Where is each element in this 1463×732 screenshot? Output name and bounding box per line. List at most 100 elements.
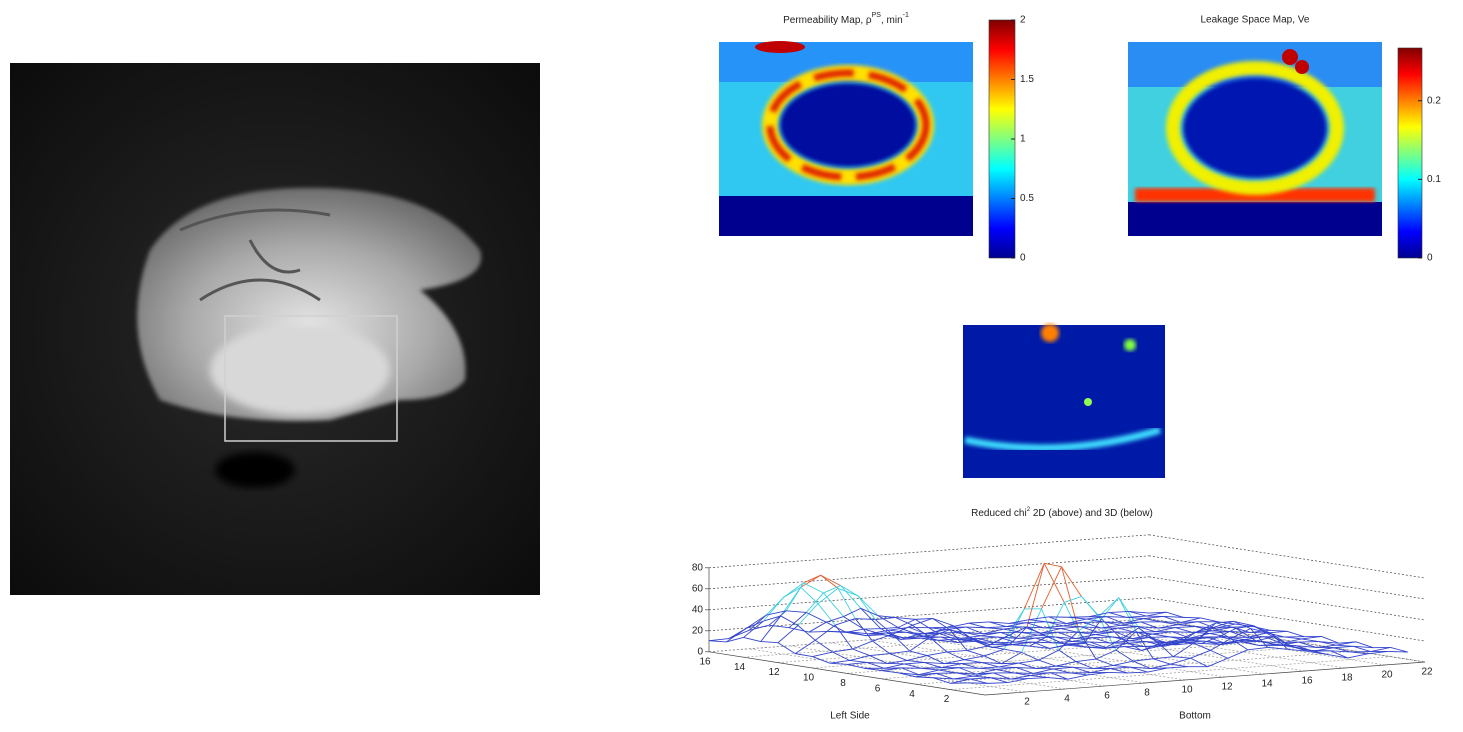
grid-line [1149, 535, 1425, 578]
bottom-tick-label: 2 [1024, 697, 1030, 708]
mesh-line [801, 587, 818, 603]
colorbar-tick-label: 0.1 [1427, 174, 1441, 185]
mesh-line [1208, 658, 1228, 666]
mesh-line [890, 654, 907, 661]
mesh-line [964, 660, 981, 663]
mesh-line [1050, 644, 1070, 648]
mesh-line [1133, 659, 1153, 661]
mesh-line [813, 652, 833, 656]
bottom-tick-label: 4 [1064, 694, 1070, 705]
mesh-line [1027, 563, 1044, 627]
mesh-line [1171, 664, 1188, 667]
mesh-line [1061, 629, 1078, 633]
axis-label: Bottom [1179, 711, 1211, 722]
mesh-line [1064, 596, 1081, 602]
mesh-line [1191, 650, 1211, 658]
mesh-line [1076, 659, 1096, 662]
mesh-line [988, 683, 1008, 684]
mesh-line [1211, 650, 1228, 658]
map-title: Leakage Space Map, Ve [1201, 15, 1310, 26]
bottom-tick-label: 6 [1104, 691, 1110, 702]
mesh-line [933, 618, 953, 625]
mesh-line [789, 628, 809, 632]
mesh-line [804, 575, 821, 583]
mesh-line [1044, 563, 1061, 566]
mesh-line [1068, 675, 1088, 679]
mesh-line [809, 631, 829, 632]
mesh-line [1336, 645, 1353, 646]
mesh-line [766, 597, 783, 615]
mesh-line [798, 625, 815, 640]
mesh-line [1024, 563, 1044, 609]
mesh-line [1287, 631, 1304, 636]
mesh-line [786, 583, 803, 611]
mesh-line [841, 586, 861, 609]
left-side-tick-label: 16 [699, 656, 711, 667]
mesh-line [916, 677, 933, 678]
mesh-line [1153, 659, 1170, 664]
mesh-line [830, 663, 847, 664]
mesh-line [806, 612, 826, 622]
permeability-heatmap [719, 41, 973, 236]
mesh-line [824, 593, 844, 617]
mesh-line [1028, 678, 1048, 679]
mesh-line [833, 652, 850, 660]
mesh-line [830, 660, 850, 663]
bottom-tick-label: 8 [1144, 688, 1150, 699]
mesh-line [826, 622, 846, 632]
mesh-line [778, 643, 795, 654]
bottom-tick-label: 16 [1301, 676, 1313, 687]
mesh-line [1175, 627, 1195, 628]
bottom-tick-label: 22 [1421, 667, 1433, 678]
left-side-tick-label: 6 [875, 683, 881, 694]
mesh-line [1193, 631, 1213, 632]
mesh-line [1193, 643, 1210, 650]
mesh-line [815, 625, 835, 640]
mesh-line [904, 662, 924, 664]
colorbar-tick-label: 1.5 [1020, 74, 1034, 85]
mesh-line [881, 627, 898, 628]
colorbar-tick-label: 0.5 [1020, 193, 1034, 204]
mesh-line [809, 622, 826, 632]
grid-line [1149, 556, 1425, 599]
mesh-line [761, 616, 781, 642]
mesh-line [798, 604, 818, 626]
mesh-line [1013, 673, 1033, 674]
mesh-line [858, 596, 878, 616]
mesh-line [1113, 665, 1130, 667]
mesh-line [907, 660, 924, 662]
mesh-line [910, 651, 927, 656]
mesh-line [922, 668, 942, 669]
mesh-line [927, 652, 947, 656]
mesh-line [1135, 632, 1155, 633]
left-side-tick-label: 10 [803, 673, 815, 684]
mesh-line [973, 676, 990, 677]
mesh-line [821, 575, 841, 585]
mesh-line [1126, 616, 1146, 617]
mesh-line [981, 636, 998, 637]
mesh-line [1171, 658, 1191, 664]
left-side-tick-label: 4 [909, 689, 915, 700]
mesh-line [1153, 634, 1170, 637]
mesh-line [786, 611, 806, 613]
left-side-tick-label: 14 [734, 662, 746, 673]
z-tick-label: 80 [692, 562, 704, 573]
mesh-line [944, 632, 964, 633]
mesh-line [761, 642, 778, 643]
mesh-line [1299, 642, 1319, 643]
mesh-line [709, 639, 729, 641]
z-tick-label: 20 [692, 625, 704, 636]
mesh-line [1102, 598, 1119, 619]
mesh-line [744, 637, 761, 641]
mesh-line [804, 583, 824, 593]
mesh-line [1348, 654, 1368, 658]
mesh-line [861, 608, 878, 615]
left-side-tick-label: 8 [840, 678, 846, 689]
mri-image [10, 63, 540, 595]
mesh-line [947, 650, 967, 652]
z-tick-label: 40 [692, 604, 704, 615]
mesh-line [1019, 660, 1039, 663]
left-side-tick-label: 2 [944, 694, 950, 705]
grid-line [709, 577, 1149, 610]
